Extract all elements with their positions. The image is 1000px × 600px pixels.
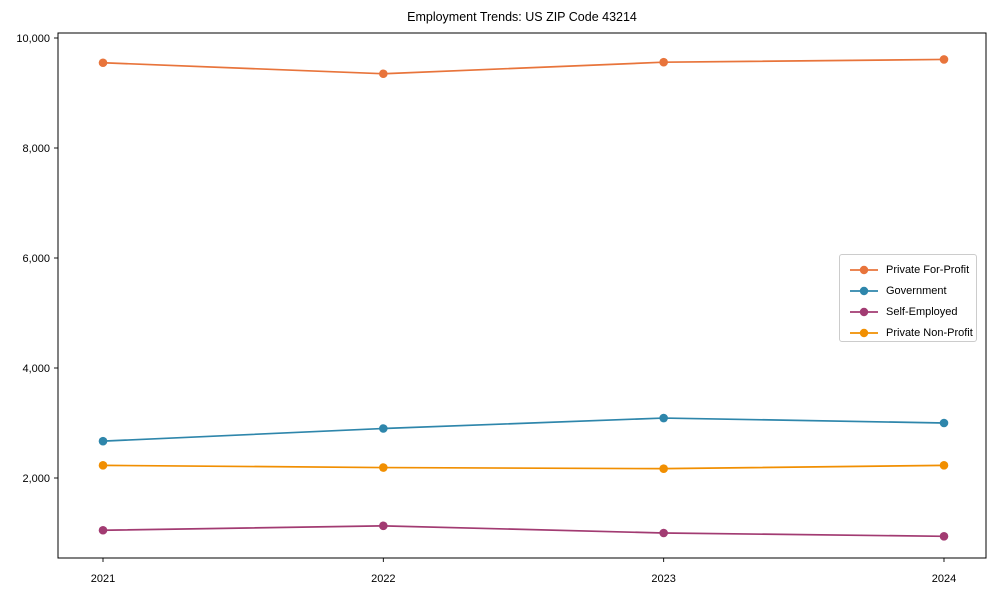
x-tick-label: 2021 xyxy=(91,573,115,585)
plot-border xyxy=(57,32,987,559)
data-point-government-2022 xyxy=(379,424,388,433)
legend: Private For-Profit Government Self-Employe… xyxy=(839,254,977,342)
legend-marker-icon xyxy=(859,307,869,316)
data-point-government-2023 xyxy=(659,413,668,423)
x-tick-label: 2022 xyxy=(371,573,395,585)
legend-label: Private For-Profit xyxy=(886,263,970,276)
legend-item: Government xyxy=(850,280,976,301)
data-point-government-2021 xyxy=(98,436,108,446)
data-point-private-non-profit-2021 xyxy=(98,461,108,470)
legend-item: Self-Employed xyxy=(850,301,976,322)
data-point-private-non-profit-2023 xyxy=(659,464,668,473)
x-tick-label: 2023 xyxy=(651,573,675,585)
y-tick-label: 10,000 xyxy=(16,33,50,45)
series-line-self-employed xyxy=(102,524,945,538)
legend-label: Government xyxy=(886,284,947,297)
series-line-private-non-profit xyxy=(102,464,945,470)
data-point-private-non-profit-2024 xyxy=(939,461,949,470)
legend-marker-icon xyxy=(859,286,869,295)
x-tick-label: 2024 xyxy=(932,573,956,585)
series-line-private-for-profit xyxy=(102,58,945,75)
data-point-private-for-profit-2023 xyxy=(659,57,668,67)
data-point-self-employed-2024 xyxy=(939,532,949,541)
data-point-self-employed-2023 xyxy=(659,528,668,538)
data-point-government-2024 xyxy=(939,418,949,428)
legend-swatch-icon xyxy=(850,328,878,337)
series-line-government xyxy=(102,417,945,442)
legend-swatch-icon xyxy=(850,286,878,295)
data-point-private-for-profit-2021 xyxy=(98,58,108,68)
y-tick-label: 6,000 xyxy=(22,253,50,265)
legend-swatch-icon xyxy=(850,307,878,316)
y-tick-label: 4,000 xyxy=(22,363,50,375)
legend-label: Self-Employed xyxy=(886,305,958,318)
data-point-private-non-profit-2022 xyxy=(379,463,388,472)
y-tick-label: 2,000 xyxy=(22,473,50,485)
legend-label: Private Non-Profit xyxy=(886,326,973,339)
legend-marker-icon xyxy=(859,265,869,274)
data-point-private-for-profit-2022 xyxy=(379,69,388,79)
legend-item: Private Non-Profit xyxy=(850,322,976,343)
data-point-self-employed-2022 xyxy=(379,521,388,531)
data-point-self-employed-2021 xyxy=(98,525,108,535)
data-point-private-for-profit-2024 xyxy=(939,55,949,64)
legend-swatch-icon xyxy=(850,265,878,274)
legend-marker-icon xyxy=(859,328,869,337)
y-tick-label: 8,000 xyxy=(22,143,50,155)
legend-item: Private For-Profit xyxy=(850,259,976,280)
chart-title: Employment Trends: US ZIP Code 43214 xyxy=(407,10,637,24)
